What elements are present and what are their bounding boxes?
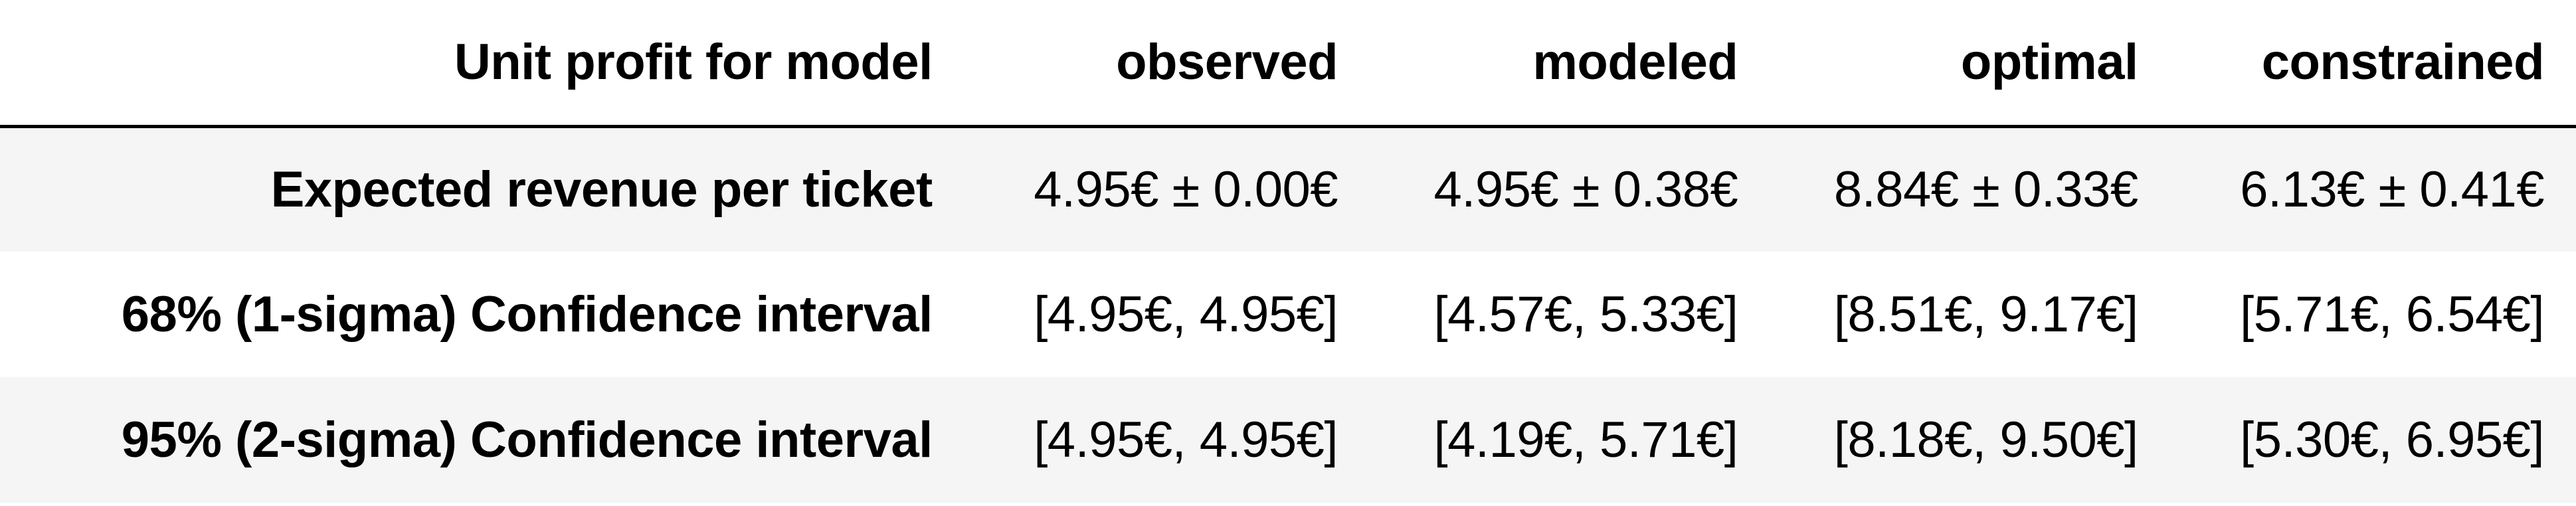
row-label-expected-revenue: Expected revenue per ticket bbox=[270, 161, 933, 218]
table-cell: [5.30€, 6.95€] bbox=[2240, 412, 2544, 468]
header-row: Unit profit for model observed modeled o… bbox=[0, 0, 2576, 128]
table-cell: [8.18€, 9.50€] bbox=[1833, 412, 2138, 468]
column-header-modeled: modeled bbox=[1362, 0, 1762, 128]
column-header-constrained: constrained bbox=[2162, 0, 2576, 128]
table-cell: [5.71€, 6.54€] bbox=[2240, 286, 2544, 343]
table-row: 95% (2-sigma) Confidence interval [4.95€… bbox=[0, 377, 2576, 503]
table-cell: 4.95€ ± 0.00€ bbox=[1034, 161, 1338, 218]
table-row: 68% (1-sigma) Confidence interval [4.95€… bbox=[0, 252, 2576, 377]
table-body: Expected revenue per ticket 4.95€ ± 0.00… bbox=[0, 126, 2576, 503]
table-cell: [4.19€, 5.71€] bbox=[1433, 412, 1738, 468]
table-cell: [4.57€, 5.33€] bbox=[1433, 286, 1738, 343]
table-cell: [4.95€, 4.95€] bbox=[1034, 286, 1338, 343]
table-cell: [4.95€, 4.95€] bbox=[1034, 412, 1338, 468]
row-label-68-confidence: 68% (1-sigma) Confidence interval bbox=[121, 286, 933, 343]
column-header-optimal: optimal bbox=[1762, 0, 2162, 128]
table-row: Expected revenue per ticket 4.95€ ± 0.00… bbox=[0, 126, 2576, 252]
row-label-95-confidence: 95% (2-sigma) Confidence interval bbox=[121, 412, 933, 468]
header-corner-label: Unit profit for model bbox=[0, 0, 962, 128]
table-header: Unit profit for model observed modeled o… bbox=[0, 0, 2576, 128]
table-cell: [8.51€, 9.17€] bbox=[1833, 286, 2138, 343]
table-cell: 6.13€ ± 0.41€ bbox=[2240, 161, 2544, 218]
table-cell: 8.84€ ± 0.33€ bbox=[1833, 161, 2138, 218]
table-cell: 4.95€ ± 0.38€ bbox=[1433, 161, 1738, 218]
column-header-observed: observed bbox=[961, 0, 1362, 128]
